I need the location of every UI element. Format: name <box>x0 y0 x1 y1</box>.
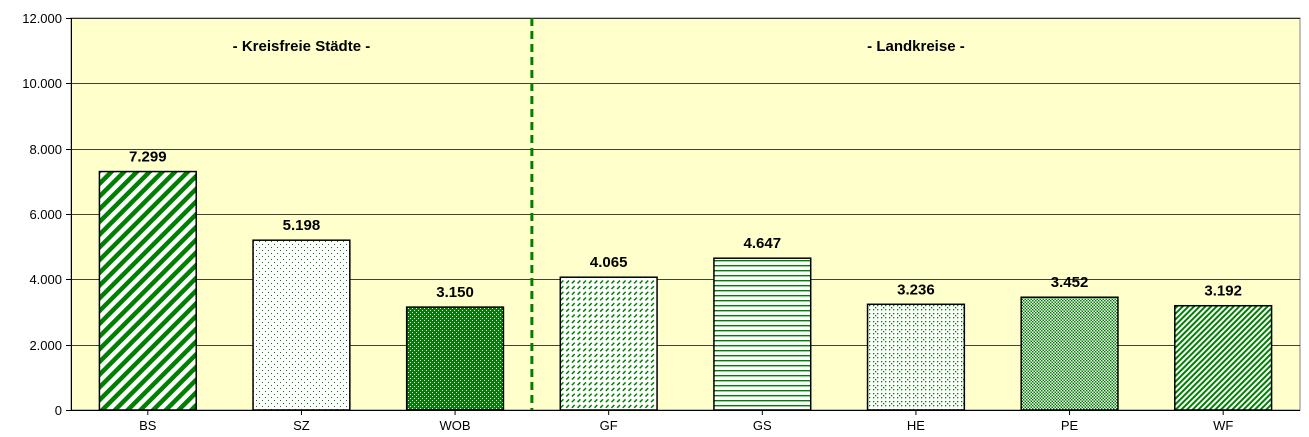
x-tick-label: GS <box>753 418 772 433</box>
x-tick-label: GF <box>600 418 618 433</box>
data-label: 3.150 <box>436 284 474 301</box>
bar-wob <box>405 306 505 411</box>
data-label: 3.192 <box>1204 283 1242 300</box>
data-label: 3.452 <box>1051 274 1089 291</box>
x-tick-label: SZ <box>293 418 310 433</box>
y-tick-label: 2.000 <box>29 338 62 353</box>
y-tick-label: 10.000 <box>22 76 62 91</box>
x-tick-label: WOB <box>440 418 471 433</box>
y-tick-label: 12.000 <box>22 11 62 26</box>
x-tick-label: WF <box>1213 418 1233 433</box>
bar-gf <box>559 276 658 411</box>
data-label: 4.647 <box>744 235 782 252</box>
bar-sz <box>252 239 351 411</box>
y-tick-label: 6.000 <box>29 207 62 222</box>
group-label: - Landkreise - <box>867 38 965 55</box>
x-tick-label: PE <box>1061 418 1079 433</box>
x-tick-label: HE <box>907 418 925 433</box>
labels: 7.299 BS 5.198 SZ 3.150 WOB 4.065 GF 4.647 GS 3.23… <box>129 38 1242 433</box>
x-tick-label: BS <box>139 418 157 433</box>
data-label: 7.299 <box>129 149 167 166</box>
bar-gs <box>713 257 812 411</box>
bar-wf <box>1174 304 1273 411</box>
bar-he <box>866 303 966 411</box>
y-tick-label: 4.000 <box>29 272 62 287</box>
data-label: 4.065 <box>590 254 628 271</box>
group-label: - Kreisfreie Städte - <box>233 38 371 55</box>
y-tick-label: 0 <box>55 403 62 418</box>
bar-bs <box>98 170 197 411</box>
y-tick-label: 8.000 <box>29 142 62 157</box>
data-label: 3.236 <box>897 281 935 298</box>
data-label: 5.198 <box>283 217 321 234</box>
bars <box>98 170 1273 415</box>
bar-pe <box>1020 296 1119 411</box>
